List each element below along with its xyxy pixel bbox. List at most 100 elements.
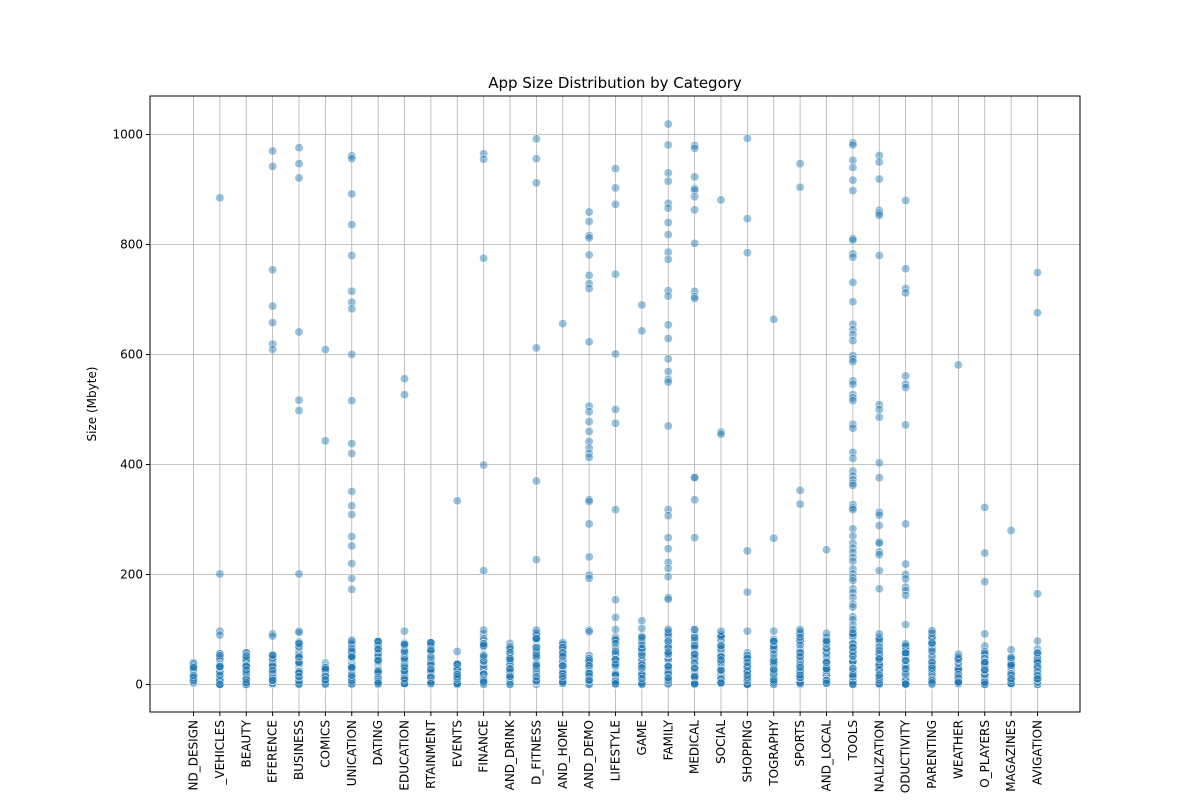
data-point <box>637 679 647 689</box>
data-point <box>848 664 858 673</box>
x-tick-label: COMICS <box>318 720 332 768</box>
data-point <box>742 657 752 667</box>
data-point <box>848 584 858 594</box>
data-point <box>742 650 752 660</box>
data-point <box>901 648 911 658</box>
data-point <box>874 584 884 594</box>
data-point <box>690 172 700 182</box>
data-point <box>347 151 357 161</box>
data-point <box>611 676 620 686</box>
data-point <box>795 651 805 661</box>
y-tick-label: 1000 <box>112 128 143 142</box>
data-point <box>663 334 673 343</box>
x-tick-label: EDUCATION <box>398 720 412 791</box>
x-tick-label: DATING <box>371 720 385 765</box>
data-point <box>795 640 805 650</box>
data-point <box>848 500 858 510</box>
data-point <box>426 672 436 682</box>
data-point <box>1006 674 1016 684</box>
data-point <box>927 678 937 688</box>
data-point <box>663 421 673 431</box>
data-point <box>479 641 489 650</box>
data-point <box>663 377 673 387</box>
data-point <box>690 141 700 150</box>
data-point <box>848 419 858 429</box>
data-point <box>742 673 752 683</box>
data-point <box>980 679 990 689</box>
data-point <box>584 573 594 583</box>
data-point <box>637 623 647 633</box>
data-point <box>531 625 541 635</box>
data-point <box>1006 678 1016 688</box>
data-point <box>874 665 884 675</box>
data-point <box>716 678 726 687</box>
data-point <box>874 566 884 576</box>
data-point <box>663 140 673 150</box>
y-axis-label: Size (Mbyte) <box>85 367 99 442</box>
data-point <box>1033 677 1042 687</box>
x-tick-label: WEATHER <box>951 720 965 779</box>
data-point <box>901 264 911 274</box>
data-point <box>558 677 568 687</box>
data-point <box>584 519 594 529</box>
data-point <box>1033 648 1042 658</box>
data-point <box>716 635 726 645</box>
data-point <box>769 675 779 685</box>
data-point <box>584 233 594 243</box>
data-point <box>927 638 937 648</box>
data-point <box>189 665 198 675</box>
data-point <box>901 642 911 652</box>
data-point <box>980 577 990 587</box>
data-point <box>663 625 673 634</box>
data-point <box>769 649 779 659</box>
data-point <box>848 569 858 579</box>
data-point <box>980 548 990 558</box>
y-tick-label: 600 <box>120 348 143 362</box>
data-point <box>927 676 937 686</box>
data-point <box>479 154 489 164</box>
data-point <box>901 586 911 595</box>
x-tick-label: D_FITNESS <box>529 720 543 785</box>
data-point <box>611 679 620 689</box>
data-point <box>716 427 726 437</box>
data-point <box>584 231 594 241</box>
data-point <box>373 673 383 683</box>
data-point <box>637 650 647 660</box>
data-point <box>452 496 462 506</box>
data-point <box>795 673 805 683</box>
data-point <box>1033 658 1042 668</box>
data-point <box>531 633 541 643</box>
data-point <box>347 673 357 683</box>
data-point <box>742 626 752 636</box>
data-point <box>1006 662 1016 672</box>
x-tick-label: GAME <box>635 720 649 755</box>
data-point <box>347 643 357 653</box>
data-point <box>874 400 884 409</box>
data-point <box>848 351 858 361</box>
data-point <box>611 662 620 671</box>
data-point <box>848 588 858 598</box>
data-point <box>874 538 884 548</box>
data-point <box>742 214 752 224</box>
data-point <box>531 178 541 188</box>
data-point <box>848 602 858 612</box>
data-point <box>690 636 700 646</box>
data-point <box>848 330 858 340</box>
data-point <box>848 676 858 686</box>
data-point <box>795 627 805 637</box>
data-point <box>268 629 278 639</box>
data-point <box>558 661 568 671</box>
data-point <box>874 675 884 685</box>
data-point <box>215 569 225 579</box>
data-point <box>690 286 700 296</box>
data-point <box>452 674 462 684</box>
data-point <box>848 396 858 406</box>
data-point <box>663 119 673 129</box>
data-point <box>400 679 409 689</box>
data-point <box>848 643 858 652</box>
data-point <box>268 146 278 156</box>
data-point <box>1033 589 1042 599</box>
data-point <box>874 660 884 670</box>
data-point <box>268 669 278 679</box>
data-point <box>294 652 304 662</box>
